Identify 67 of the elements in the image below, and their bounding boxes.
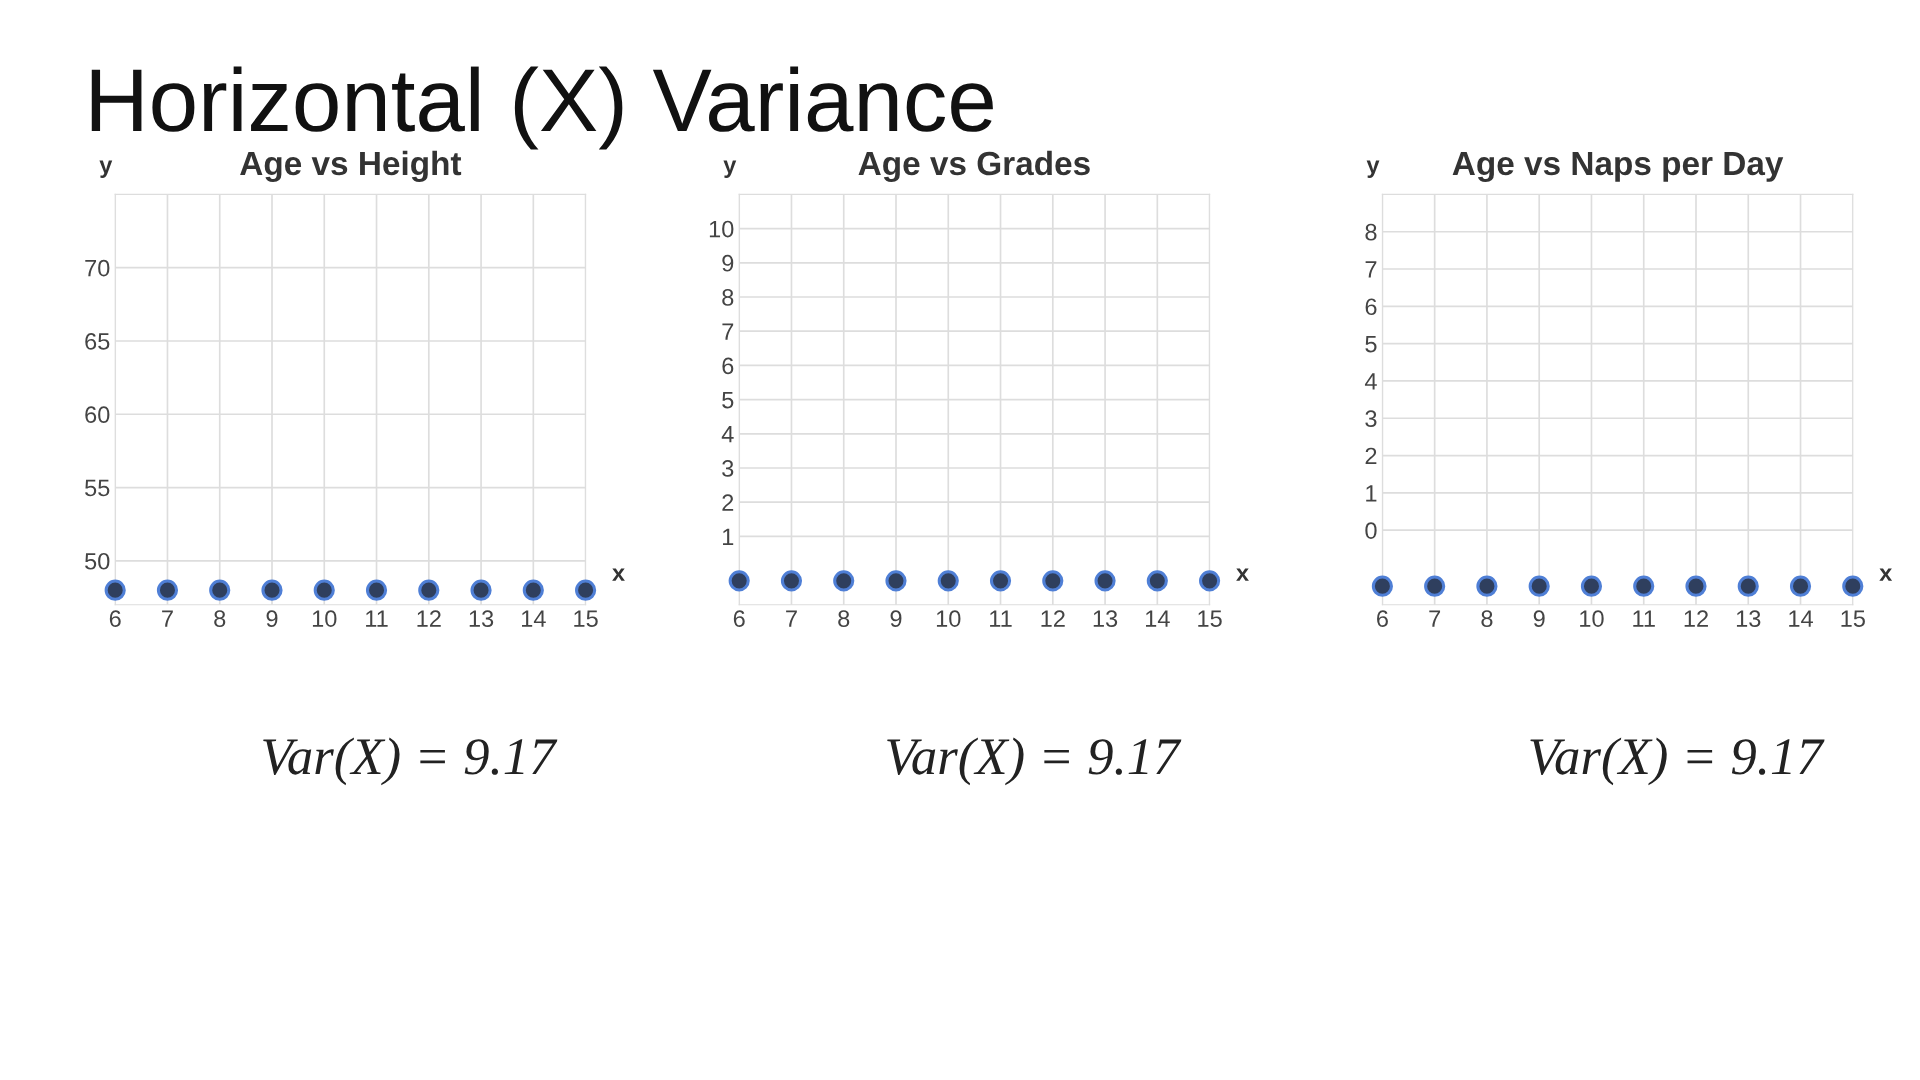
x-axis-title: x	[1236, 568, 1249, 581]
y-tick-label: 4	[721, 426, 734, 443]
text: Var(X) = 9.17	[1530, 737, 1825, 786]
x-tick-label: 15	[1841, 610, 1865, 627]
y-tick-label: 9	[722, 254, 734, 272]
y-tick-label: 6	[722, 357, 734, 375]
x-tick-label: 14	[1789, 610, 1813, 627]
y-tick-label: 5	[722, 391, 734, 409]
x-tick-label: 9	[266, 610, 278, 627]
y-tick-label: 7	[1365, 261, 1377, 278]
chart-title: Age vs Grades	[858, 150, 1090, 183]
y-tick-label: 65	[85, 333, 110, 350]
x-axis-title: x	[1879, 568, 1893, 581]
y-axis-title: y	[1366, 160, 1380, 178]
x-tick-label: 10	[936, 610, 961, 627]
x-tick-label: 12	[1041, 610, 1065, 627]
x-axis-title: x	[612, 568, 625, 581]
y-tick-label: 55	[85, 479, 110, 497]
x-tick-label: 14	[1146, 610, 1170, 627]
x-tick-label: 10	[1580, 610, 1604, 627]
y-tick-label: 4	[1364, 373, 1377, 390]
y-tick-label: 10	[709, 220, 734, 238]
x-tick-label: 12	[417, 610, 441, 627]
y-tick-label: 3	[722, 460, 734, 477]
y-tick-label: 5	[1365, 335, 1377, 353]
y-tick-label: 2	[1365, 447, 1377, 465]
y-tick-label: 6	[1365, 298, 1377, 316]
x-tick-label: 6	[1377, 610, 1388, 627]
x-tick-label: 15	[1198, 610, 1222, 627]
y-axis-title: y	[99, 160, 113, 178]
x-tick-label: 9	[1533, 610, 1545, 627]
y-tick-label: 8	[1365, 223, 1377, 241]
x-tick-label: 8	[838, 610, 850, 627]
y-tick-label: 1	[1366, 485, 1377, 502]
x-tick-label: 11	[366, 610, 388, 627]
y-tick-label: 3	[1365, 410, 1377, 428]
x-tick-label: 11	[1633, 610, 1655, 627]
y-tick-label: 2	[722, 494, 734, 511]
x-tick-label: 7	[1429, 610, 1441, 627]
x-tick-label: 9	[890, 610, 902, 627]
y-tick-label: 60	[85, 406, 110, 424]
x-tick-label: 15	[574, 610, 598, 627]
x-tick-label: 7	[786, 610, 797, 627]
y-tick-label: 7	[722, 323, 734, 340]
x-tick-label: 8	[1481, 610, 1493, 627]
x-tick-label: 13	[469, 610, 494, 627]
text: Horizontal (X) Variance	[91, 66, 993, 150]
x-tick-label: 13	[1093, 610, 1118, 627]
x-tick-label: 10	[312, 610, 337, 627]
text: Var(X) = 9.17	[887, 737, 1182, 786]
chart-title: Age vs Height	[240, 150, 462, 183]
y-axis-title: y	[723, 160, 737, 178]
x-tick-label: 8	[214, 610, 226, 627]
y-tick-label: 8	[722, 289, 734, 306]
x-tick-label: 6	[109, 610, 121, 627]
x-tick-label: 6	[733, 610, 745, 627]
x-tick-label: 14	[522, 610, 546, 627]
y-tick-label: 50	[85, 552, 110, 570]
chart-title: Age vs Naps per Day	[1452, 152, 1784, 183]
y-tick-label: 1	[723, 528, 734, 545]
y-tick-label: 0	[1365, 522, 1377, 539]
text: Var(X) = 9.17	[263, 737, 558, 786]
x-tick-label: 11	[990, 610, 1012, 627]
y-tick-label: 70	[85, 259, 110, 277]
x-tick-label: 12	[1684, 610, 1708, 627]
x-tick-label: 7	[162, 610, 173, 627]
x-tick-label: 13	[1736, 610, 1761, 627]
